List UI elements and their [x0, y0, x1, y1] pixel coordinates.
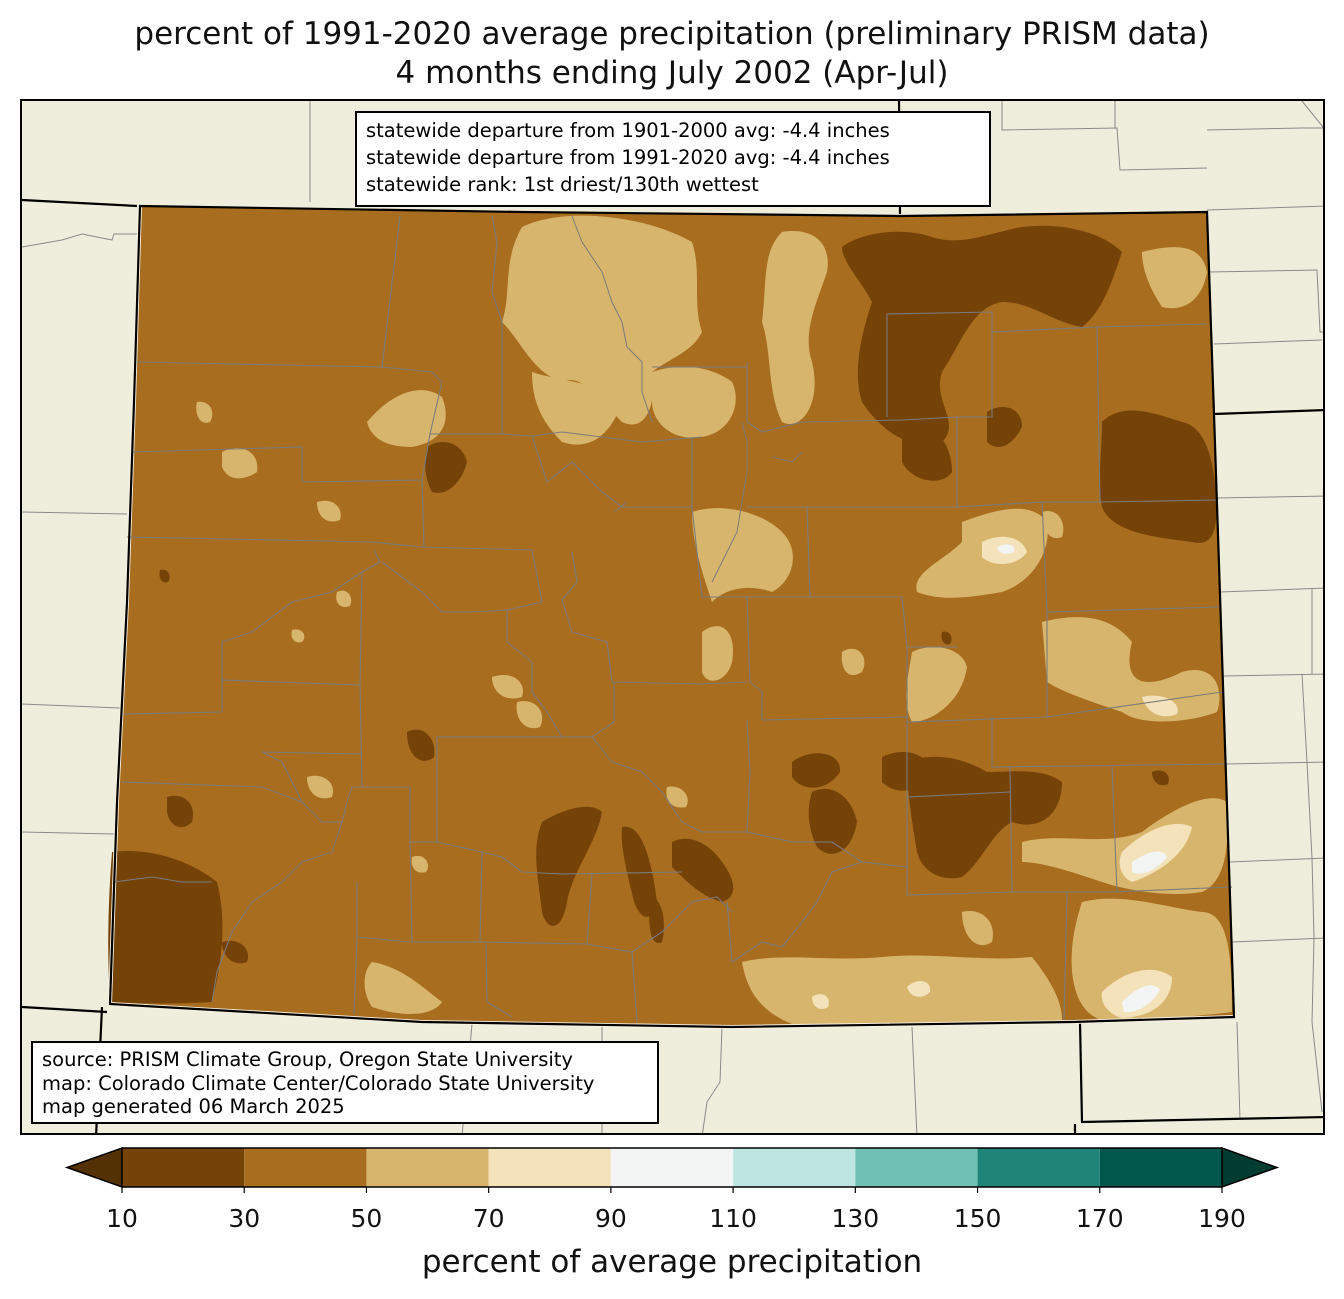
colorbar-tick-label: 30 [228, 1204, 261, 1233]
stats-line-1: statewide departure from 1901-2000 avg: … [366, 119, 890, 142]
colorbar [64, 1146, 1280, 1193]
colorado-border [108, 204, 1236, 1029]
colorbar-tick-label: 70 [472, 1204, 505, 1233]
colorbar-bin [366, 1148, 489, 1187]
stats-line-2: statewide departure from 1991-2020 avg: … [366, 146, 890, 169]
colorbar-label: percent of average precipitation [421, 1244, 923, 1280]
stats-box: statewide departure from 1901-2000 avg: … [355, 111, 991, 207]
source-line-2: map: Colorado Climate Center/Colorado St… [42, 1071, 595, 1095]
county-lines [113, 215, 1233, 1023]
waterway-lines [571, 215, 803, 583]
colorbar-tick-label: 110 [709, 1204, 757, 1233]
colorbar-tick-label: 190 [1198, 1204, 1246, 1233]
colorbar-tick-label: 170 [1075, 1204, 1124, 1233]
colorbar-bin [1099, 1148, 1222, 1187]
colorbar-bin [488, 1148, 611, 1187]
colorbar-tick-label: 50 [350, 1204, 383, 1233]
map-title-line2: 4 months ending July 2002 (Apr-Jul) [395, 55, 949, 91]
colorbar-tick-label: 150 [953, 1204, 1002, 1233]
source-line-1: source: PRISM Climate Group, Oregon Stat… [42, 1048, 573, 1071]
colorbar-bin [610, 1148, 734, 1187]
colorbar-bin [733, 1148, 856, 1187]
source-line-3: map generated 06 March 2025 [42, 1095, 345, 1118]
map-title-line1: percent of 1991-2020 average precipitati… [134, 16, 1210, 52]
colorbar-tick-label: 10 [106, 1204, 138, 1233]
source-box: source: PRISM Climate Group, Oregon Stat… [31, 1041, 659, 1124]
colorbar-bin [122, 1148, 245, 1187]
colorbar-over-arrow [1221, 1146, 1280, 1189]
colorbar-frame [121, 1147, 1223, 1188]
colorbar-bin [855, 1148, 978, 1187]
colorbar-bin [977, 1148, 1100, 1187]
colorado-precip-field [108, 205, 1235, 1030]
colorbar-under-arrow [64, 1146, 123, 1189]
stats-line-3: statewide rank: 1st driest/130th wettest [366, 173, 759, 196]
map-canvas [22, 101, 1323, 1133]
colorbar-tick-label: 130 [831, 1204, 880, 1233]
precipitation-map [20, 99, 1325, 1135]
colorbar-bin [244, 1148, 367, 1187]
colorbar-tick-label: 90 [594, 1204, 627, 1233]
